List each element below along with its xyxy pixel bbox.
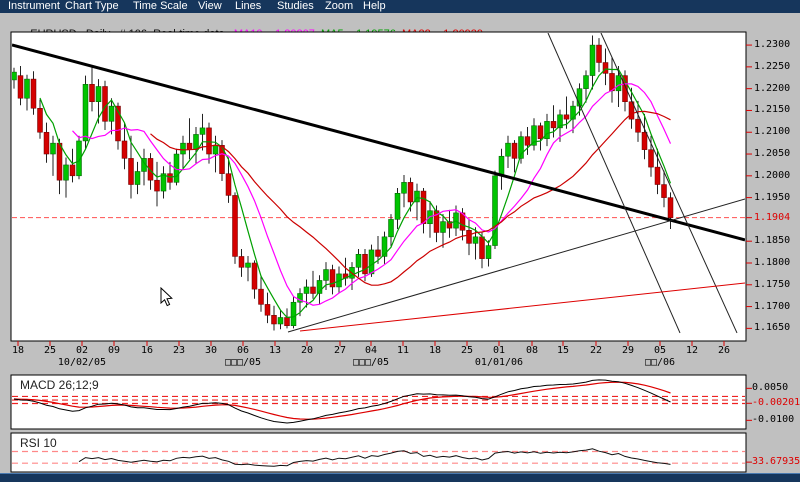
menu-zoom[interactable]: Zoom [325, 0, 354, 12]
date-group-label: □□□/05 [224, 357, 262, 368]
price-axis-label: 1.1904 [754, 211, 791, 223]
macd-axis-label: -0.00201 [752, 397, 800, 409]
date-tick-label: 11 [396, 345, 410, 356]
rsi-axis-label: 33.67935 [752, 456, 800, 468]
date-tick-label: 20 [300, 345, 314, 356]
menu-bar: Instrument Chart Type Time Scale View Li… [0, 0, 800, 13]
menu-view[interactable]: View [198, 0, 222, 12]
price-axis-label: 1.1750 [754, 278, 791, 290]
price-axis-label: 1.2050 [754, 148, 791, 160]
date-tick-label: 25 [460, 345, 474, 356]
date-tick-label: 29 [621, 345, 635, 356]
date-tick-label: 22 [589, 345, 603, 356]
menu-lines[interactable]: Lines [235, 0, 262, 12]
menu-chart-type[interactable]: Chart Type [65, 0, 119, 12]
macd-panel-label: MACD 26;12;9 [20, 378, 99, 392]
date-group-label: 01/01/06 [474, 357, 524, 368]
date-tick-label: 27 [333, 345, 347, 356]
date-tick-label: 02 [75, 345, 89, 356]
menu-help[interactable]: Help [363, 0, 386, 12]
date-tick-label: 26 [717, 345, 731, 356]
date-tick-label: 08 [525, 345, 539, 356]
date-group-label: 10/02/05 [57, 357, 107, 368]
date-group-label: □□□/05 [352, 357, 390, 368]
date-group-label: □□/06 [644, 357, 676, 368]
macd-axis-label: 0.0050 [752, 382, 789, 394]
menu-time-scale[interactable]: Time Scale [133, 0, 188, 12]
date-tick-label: 23 [172, 345, 186, 356]
date-tick-label: 01 [492, 345, 506, 356]
price-axis-label: 1.1650 [754, 322, 791, 334]
price-axis-label: 1.2300 [754, 39, 791, 51]
price-axis-label: 1.2250 [754, 60, 791, 72]
price-axis-label: 1.1850 [754, 235, 791, 247]
date-tick-label: 09 [107, 345, 121, 356]
date-tick-label: 05 [653, 345, 667, 356]
menu-instrument[interactable]: Instrument [8, 0, 60, 12]
date-tick-label: 13 [268, 345, 282, 356]
price-axis-label: 1.2100 [754, 126, 791, 138]
date-tick-label: 12 [685, 345, 699, 356]
macd-axis-label: -0.0100 [752, 414, 795, 426]
price-axis-label: 1.1950 [754, 191, 791, 203]
price-axis-label: 1.2200 [754, 82, 791, 94]
date-tick-label: 06 [236, 345, 250, 356]
status-bar [0, 473, 800, 482]
price-axis-label: 1.1800 [754, 256, 791, 268]
date-tick-label: 18 [428, 345, 442, 356]
rsi-panel-label: RSI 10 [20, 436, 57, 450]
date-tick-label: 04 [364, 345, 378, 356]
date-tick-label: 16 [140, 345, 154, 356]
price-axis-label: 1.2000 [754, 169, 791, 181]
date-tick-label: 15 [556, 345, 570, 356]
date-tick-label: 18 [11, 345, 25, 356]
menu-studies[interactable]: Studies [277, 0, 314, 12]
date-tick-label: 30 [204, 345, 218, 356]
date-tick-label: 25 [43, 345, 57, 356]
price-axis-label: 1.2150 [754, 104, 791, 116]
price-axis-label: 1.1700 [754, 300, 791, 312]
